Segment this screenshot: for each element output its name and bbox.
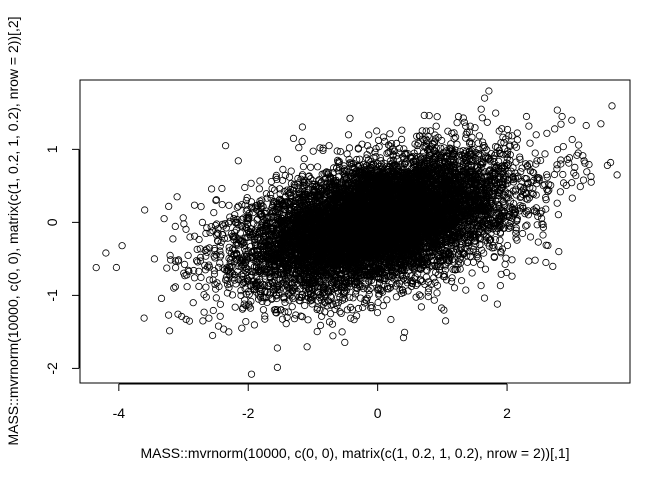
scatter-point <box>414 139 422 147</box>
scatter-point <box>165 202 173 210</box>
scatter-point <box>502 268 511 277</box>
scatter-point <box>242 317 250 326</box>
scatter-point <box>562 181 570 189</box>
scatter-point <box>543 171 551 179</box>
scatter-point <box>370 279 378 287</box>
scatter-point <box>379 302 387 310</box>
scatter-point <box>157 294 166 302</box>
scatter-point <box>241 201 249 209</box>
scatter-point <box>462 134 470 142</box>
scatter-point <box>553 199 561 207</box>
scatter-point <box>496 236 504 244</box>
scatter-point <box>216 300 224 308</box>
scatter-point <box>553 161 561 169</box>
scatter-point <box>200 308 208 316</box>
scatter-point <box>290 315 299 323</box>
scatter-point <box>477 281 485 290</box>
scatter-point <box>542 205 550 213</box>
scatter-point <box>214 263 223 271</box>
scatter-point <box>374 298 382 307</box>
scatter-point <box>282 320 290 328</box>
scatter-point <box>522 222 530 230</box>
scatter-point <box>559 179 568 187</box>
scatter-point <box>525 257 533 265</box>
scatter-point <box>243 194 251 202</box>
scatter-point <box>247 179 255 187</box>
scatter-point <box>508 272 516 280</box>
scatter-point <box>197 273 205 282</box>
scatter-point <box>205 314 213 322</box>
scatter-point <box>417 303 425 311</box>
scatter-point <box>216 312 224 320</box>
scatter-point <box>365 286 373 294</box>
scatter-point <box>430 296 438 304</box>
scatter-point <box>397 135 406 143</box>
scatter-point <box>379 133 388 141</box>
scatter-point <box>365 131 373 139</box>
scatter-point <box>480 294 489 302</box>
scatter-point <box>457 277 466 285</box>
scatter-point <box>300 155 308 163</box>
scatter-point <box>323 302 331 310</box>
scatter-point <box>178 312 186 321</box>
scatter-point <box>256 177 264 185</box>
scatter-point <box>411 140 419 148</box>
scatter-point <box>538 207 546 215</box>
scatter-point <box>112 263 121 272</box>
scatter-point <box>273 363 281 371</box>
scatter-point <box>433 289 441 297</box>
scatter-point <box>299 163 307 171</box>
scatter-point <box>306 163 315 171</box>
scatter-point <box>317 312 326 320</box>
scatter-point <box>140 314 148 322</box>
scatter-point <box>210 209 218 217</box>
scatter-point <box>608 102 616 110</box>
scatter-point <box>211 280 219 288</box>
scatter-point <box>167 256 175 264</box>
scatter-point <box>313 163 322 171</box>
scatter-point <box>391 282 400 290</box>
scatter-point <box>412 281 420 290</box>
scatter-point <box>463 258 471 266</box>
scatter-point <box>172 263 180 272</box>
scatter-point <box>425 285 433 293</box>
scatter-point <box>166 251 174 259</box>
scatter-point <box>568 135 576 144</box>
scatter-point <box>341 338 349 346</box>
points-layer <box>92 87 621 378</box>
scatter-point <box>297 312 305 320</box>
scatter-point <box>413 132 421 140</box>
scatter-point <box>205 276 214 284</box>
scatter-point <box>383 296 391 304</box>
scatter-point <box>166 327 174 335</box>
scatter-point <box>462 286 470 294</box>
scatter-point <box>259 306 267 314</box>
scatter-point <box>184 251 192 259</box>
scatter-point <box>444 127 452 135</box>
scatter-point <box>480 94 489 102</box>
scatter-point <box>398 126 406 134</box>
scatter-point <box>539 182 547 190</box>
scatter-point <box>195 267 203 275</box>
scatter-point <box>471 124 479 132</box>
scatter-point <box>531 149 539 157</box>
scatter-point <box>261 315 269 323</box>
scatter-point <box>195 235 203 244</box>
scatter-point <box>221 220 229 228</box>
scatter-point <box>387 315 395 324</box>
scatter-point <box>554 211 563 219</box>
scatter-point <box>460 118 468 126</box>
scatter-point <box>195 282 203 290</box>
scatter-point <box>468 269 476 277</box>
scatter-point <box>429 156 438 164</box>
scatter-point <box>346 293 354 301</box>
scatter-point <box>201 261 209 269</box>
scatter-point <box>255 185 263 193</box>
scatter-point <box>559 143 567 151</box>
scatter-point <box>492 109 500 117</box>
scatter-point <box>183 283 191 291</box>
scatter-point <box>179 214 187 222</box>
